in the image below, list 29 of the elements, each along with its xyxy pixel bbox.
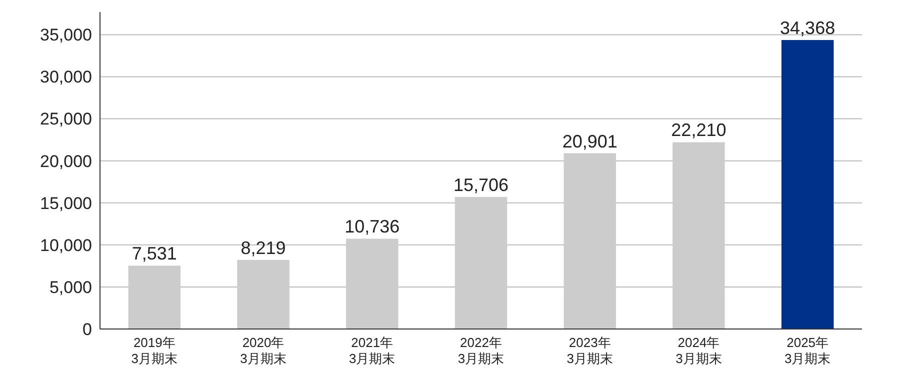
x-tick-label: 2024年 3月期末 — [676, 335, 722, 366]
data-label: 7,531 — [132, 244, 177, 264]
y-tick-label: 20,000 — [40, 152, 92, 171]
data-label: 22,210 — [671, 120, 726, 140]
data-label: 15,706 — [453, 174, 509, 195]
bar — [781, 40, 834, 329]
x-tick-label: 2019年 3月期末 — [131, 335, 178, 366]
bar — [237, 260, 290, 329]
x-tick-label: 2023年 3月期末 — [566, 335, 613, 366]
x-tick-label: 2021年 3月期末 — [349, 335, 396, 366]
y-tick-label: 35,000 — [40, 26, 92, 45]
data-label: 10,736 — [344, 216, 400, 237]
bar — [564, 153, 616, 329]
bar — [454, 196, 508, 329]
y-tick-label: 15,000 — [40, 194, 92, 213]
x-tick-label: 2020年 3月期末 — [240, 335, 286, 366]
y-tick-label: 30,000 — [40, 68, 92, 87]
x-tick-label: 2025年 3月期末 — [784, 335, 831, 366]
x-tick-label: 2022年 3月期末 — [458, 335, 504, 366]
data-label: 8,219 — [240, 238, 286, 258]
y-tick-label: 5,000 — [49, 278, 92, 297]
data-label: 34,368 — [780, 18, 836, 38]
bar — [346, 238, 398, 329]
bar — [672, 142, 725, 329]
y-tick-label: 25,000 — [40, 110, 92, 129]
y-tick-label: 10,000 — [40, 236, 92, 255]
data-label: 20,901 — [562, 131, 618, 152]
bar — [128, 266, 181, 329]
y-tick-label: 0 — [82, 320, 92, 339]
